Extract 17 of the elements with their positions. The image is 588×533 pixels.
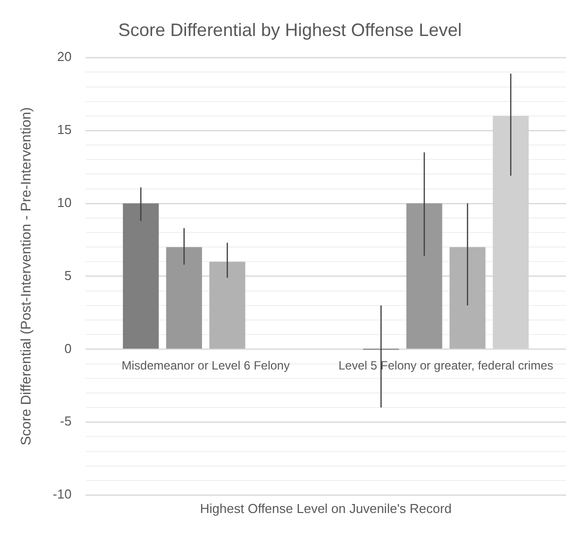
bar [450, 247, 486, 349]
x-axis-title: Highest Offense Level on Juvenile's Record [200, 501, 452, 516]
y-tick-label: 10 [57, 194, 72, 210]
x-tick-label: Misdemeanor or Level 6 Felony [122, 358, 290, 373]
y-tick-label: 0 [64, 340, 72, 356]
x-tick-label: Level 5 Felony or greater, federal crimes [338, 358, 554, 373]
bar [209, 262, 246, 349]
y-axis-title: Score Differential (Post-Intervention - Pre-Intervention) [17, 107, 34, 446]
y-tick-label: 15 [57, 122, 72, 138]
y-tick-label: 20 [57, 49, 72, 64]
bar [122, 203, 159, 349]
chart-title: Score Differential by Highest Offense Level [118, 20, 462, 40]
y-tick-label: -5 [60, 414, 72, 429]
y-tick-label: 5 [64, 268, 72, 283]
bar [166, 247, 202, 349]
y-tick-label: -10 [52, 486, 72, 502]
bar [406, 203, 442, 349]
